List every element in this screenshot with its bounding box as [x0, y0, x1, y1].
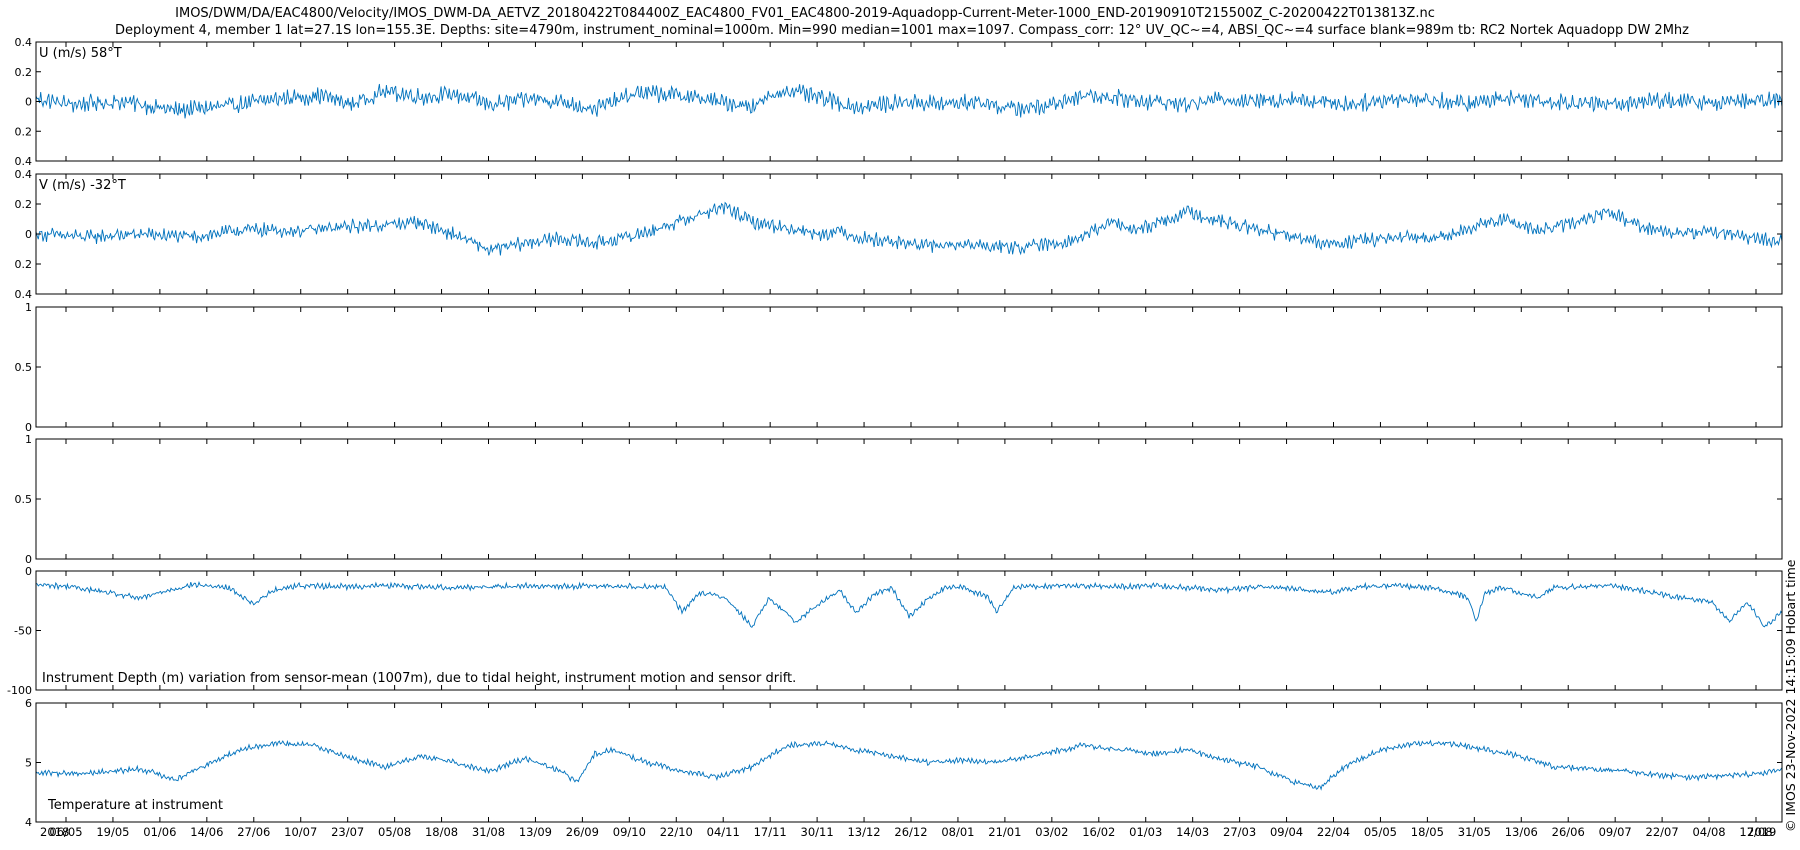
y-tick-label: 0: [25, 565, 32, 578]
x-tick-label: 19/05: [96, 825, 129, 839]
x-tick-label: 22/07: [1646, 825, 1679, 839]
y-tick-label: 6: [25, 697, 32, 710]
x-tick-label: 26/09: [566, 825, 599, 839]
x-tick-label: 09/10: [613, 825, 646, 839]
panel-frame: [35, 306, 1783, 428]
x-tick-label: 16/02: [1082, 825, 1115, 839]
y-tick-label: -50: [14, 625, 32, 638]
x-tick-label: 31/05: [1458, 825, 1491, 839]
x-tick-label: 14/03: [1176, 825, 1209, 839]
panel-label: U (m/s) 58°T: [39, 46, 122, 61]
y-tick-label: 4: [25, 816, 32, 829]
y-tick-label: 0.2: [15, 125, 33, 138]
panel-frame: [35, 438, 1783, 560]
x-tick-label: 17/11: [754, 825, 787, 839]
panel-u-velocity: 0.4 0.2 0 0.2 0.4 U (m/s) 58°T: [15, 36, 1783, 168]
year-start-label: 2018: [40, 825, 69, 839]
x-tick-label: 13/12: [847, 825, 880, 839]
x-tick-label: 01/03: [1129, 825, 1162, 839]
x-tick-label: 14/06: [190, 825, 223, 839]
panel-frame: [35, 41, 1783, 162]
series-line: [35, 83, 1783, 119]
x-tick-label: 03/02: [1035, 825, 1068, 839]
x-tick-label: 04/11: [707, 825, 740, 839]
panel-label: V (m/s) -32°T: [39, 178, 126, 193]
x-tick-label: 05/08: [378, 825, 411, 839]
x-tick-label: 23/07: [331, 825, 364, 839]
y-tick-label: 5: [25, 757, 32, 770]
x-tick-label: 22/04: [1317, 825, 1350, 839]
x-tick-label: 27/06: [237, 825, 270, 839]
y-tick-label: -100: [7, 684, 32, 697]
y-tick-label: 1: [25, 433, 32, 446]
panel-v-velocity: 0.4 0.2 0 0.2 0.4 V (m/s) -32°T: [15, 168, 1783, 301]
y-tick-label: 0.2: [15, 258, 33, 271]
x-tick-label: 21/01: [988, 825, 1021, 839]
x-tick-label: 10/07: [284, 825, 317, 839]
panel-empty-2: 10.50: [15, 433, 1783, 566]
panel-label: Temperature at instrument: [47, 798, 223, 813]
x-tick-label: 30/11: [801, 825, 834, 839]
y-tick-label: 0: [25, 421, 32, 434]
y-tick-label: 0: [25, 553, 32, 566]
x-tick-label: 22/10: [660, 825, 693, 839]
x-axis: 06/05 19/05 01/06 14/06 27/06 10/07 23/07 05/08…: [49, 825, 1772, 839]
x-tick-label: 17/08: [1739, 825, 1772, 839]
y-tick-label: 0.4: [15, 168, 33, 181]
panel-instrument-depth: 0 -50 -100 Instrument Depth (m) variation f…: [7, 565, 1783, 697]
y-tick-label: 0.2: [15, 198, 33, 211]
panel-empty-1: 10.50: [15, 301, 1783, 434]
chart-title: IMOS/DWM/DA/EAC4800/Velocity/IMOS_DWM-DA…: [175, 6, 1435, 21]
y-tick-label: 0.4: [15, 288, 33, 301]
chart-subtitle: Deployment 4, member 1 lat=27.1S lon=155…: [115, 23, 1689, 38]
panel-frame: [35, 173, 1783, 295]
panel-temperature: 6 5 4 Temperature at instrument: [25, 697, 1783, 829]
x-tick-label: 26/12: [894, 825, 927, 839]
y-tick-label: 0: [25, 228, 32, 241]
x-tick-label: 26/06: [1552, 825, 1585, 839]
x-tick-label: 18/05: [1411, 825, 1444, 839]
x-tick-label: 09/04: [1270, 825, 1303, 839]
x-tick-label: 31/08: [472, 825, 505, 839]
series-line: [35, 201, 1783, 256]
timestamp-label: © IMOS 23-Nov-2022 14:15:09 Hobart time: [1783, 559, 1798, 832]
x-tick-label: 06/05: [49, 825, 82, 839]
x-tick-label: 01/06: [143, 825, 176, 839]
x-tick-label: 05/05: [1364, 825, 1397, 839]
panel-label: Instrument Depth (m) variation from sens…: [42, 671, 796, 686]
series-line: [35, 580, 1783, 628]
x-tick-label: 04/08: [1692, 825, 1725, 839]
y-tick-label: 1: [25, 301, 32, 314]
panel-frame: [35, 702, 1783, 823]
year-end-label: 2019: [1747, 825, 1776, 839]
x-tick-label: 08/01: [941, 825, 974, 839]
x-tick-label: 13/06: [1505, 825, 1538, 839]
x-tick-label: 09/07: [1599, 825, 1632, 839]
x-tick-label: 13/09: [519, 825, 552, 839]
y-tick-label: 0: [25, 96, 32, 109]
y-tick-label: 0.2: [15, 66, 33, 79]
y-tick-label: 0.5: [15, 493, 33, 506]
series-line: [35, 739, 1783, 791]
y-tick-label: 0.4: [15, 36, 33, 49]
x-tick-label: 27/03: [1223, 825, 1256, 839]
y-tick-label: 0.4: [15, 155, 33, 168]
y-tick-label: 0.5: [15, 361, 33, 374]
x-tick-label: 18/08: [425, 825, 458, 839]
